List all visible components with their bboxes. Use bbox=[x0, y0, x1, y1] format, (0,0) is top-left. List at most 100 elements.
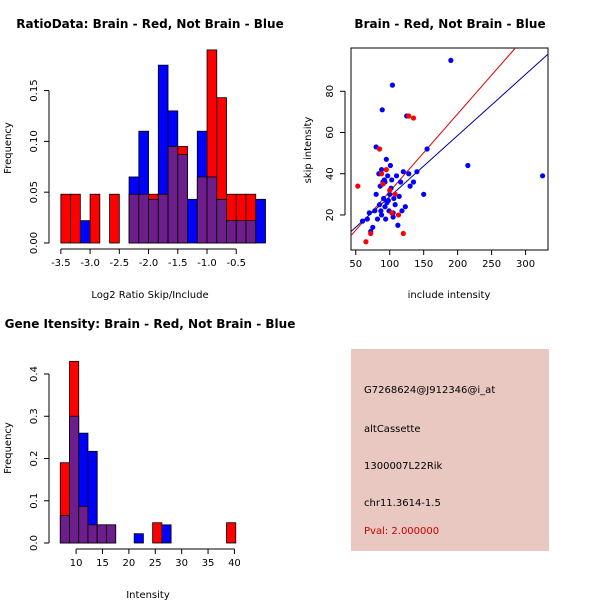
intensity-x-tick-label: 20 bbox=[123, 558, 136, 569]
not-brain-point bbox=[539, 173, 546, 179]
not-brain-point bbox=[414, 169, 420, 175]
not-brain-point bbox=[364, 216, 370, 222]
brain-bar bbox=[70, 193, 81, 244]
not-brain-point bbox=[378, 208, 384, 214]
overlap-bar bbox=[167, 146, 179, 244]
ratio-y-tick-label: 0.00 bbox=[29, 232, 40, 254]
intensity-chart-title: Gene Itensity: Brain - Red, Not Brain - … bbox=[5, 317, 296, 331]
not-brain-point bbox=[385, 173, 391, 179]
intensity-y-tick-label: 0.3 bbox=[29, 408, 40, 424]
ratio-x-tick-label: -0.5 bbox=[226, 258, 246, 269]
scatter-y-tick-label: 60 bbox=[325, 126, 336, 139]
not-brain-point bbox=[392, 202, 398, 208]
overlap-bar bbox=[87, 524, 98, 544]
overlap-bar bbox=[157, 193, 169, 244]
not-brain-point bbox=[393, 173, 400, 179]
not-brain-point bbox=[372, 208, 378, 214]
not-brain-point bbox=[402, 204, 408, 210]
brain-fit-line bbox=[350, 47, 516, 236]
overlap-bar bbox=[96, 524, 107, 544]
intensity-y-tick-label: 0.4 bbox=[29, 366, 40, 382]
not-brain-point bbox=[391, 195, 397, 202]
ratio-y-tick-label: 0.10 bbox=[29, 130, 40, 152]
overlap-bar bbox=[216, 198, 227, 244]
ratio-x-tick-label: -3.0 bbox=[80, 258, 100, 269]
scatter-y-tick-label: 40 bbox=[325, 167, 336, 180]
not-brain-point bbox=[407, 183, 413, 189]
scatter-y-tick-label: 20 bbox=[325, 209, 336, 222]
scatter-y-axis-label: skip intensity bbox=[303, 117, 314, 184]
not-brain-point bbox=[396, 193, 402, 200]
ratio-x-tick-label: -2.5 bbox=[110, 258, 130, 269]
not-brain-point bbox=[397, 179, 404, 185]
brain-point bbox=[410, 115, 417, 121]
not-brain-bar bbox=[79, 220, 91, 244]
not-brain-point bbox=[373, 191, 379, 197]
brain-bar bbox=[109, 193, 120, 244]
not-brain-point bbox=[376, 202, 383, 208]
intensity-x-tick-label: 10 bbox=[70, 558, 83, 569]
scatter-x-tick-label: 200 bbox=[448, 259, 467, 270]
brain-point bbox=[383, 167, 389, 173]
not-brain-point bbox=[421, 191, 427, 197]
ratio-histogram-panel: RatioData: Brain - Red, Not Brain - Blue… bbox=[3, 17, 284, 301]
intensity-histogram-panel: Gene Itensity: Brain - Red, Not Brain - … bbox=[3, 317, 295, 600]
ratio-x-tick-label: -1.0 bbox=[197, 258, 217, 269]
scatter-points bbox=[355, 57, 546, 245]
scatter-panel: Brain - Red, Not Brain - Blue include in… bbox=[303, 17, 549, 301]
intensity-x-tick-label: 30 bbox=[175, 558, 188, 569]
not-brain-point bbox=[374, 216, 381, 222]
overlap-bar bbox=[245, 220, 257, 244]
intensity-y-tick-label: 0.1 bbox=[29, 493, 40, 509]
not-brain-point bbox=[390, 214, 396, 220]
intensity-x-tick-label: 15 bbox=[96, 558, 109, 569]
not-brain-point bbox=[383, 216, 389, 222]
not-brain-bar bbox=[255, 198, 266, 244]
ratio-x-tick-label: -3.5 bbox=[51, 258, 71, 269]
overlap-bar bbox=[196, 176, 208, 244]
scatter-x-tick-label: 150 bbox=[414, 259, 433, 270]
not-brain-point bbox=[383, 156, 389, 162]
ratio-x-axis-label: Log2 Ratio Skip/Include bbox=[91, 290, 208, 301]
brain-point bbox=[380, 181, 386, 187]
ratio-chart-title: RatioData: Brain - Red, Not Brain - Blue bbox=[16, 17, 283, 31]
intensity-x-tick-label: 35 bbox=[202, 558, 215, 569]
brain-bar bbox=[89, 193, 101, 244]
overlap-bar bbox=[177, 154, 188, 244]
overlap-bar bbox=[206, 176, 218, 244]
not-brain-point bbox=[387, 191, 393, 197]
not-brain-point bbox=[400, 169, 406, 175]
not-brain-point bbox=[389, 82, 396, 88]
overlap-bar bbox=[226, 220, 237, 244]
scatter-x-axis-label: include intensity bbox=[408, 290, 491, 301]
intensity-y-tick-label: 0.2 bbox=[29, 451, 40, 467]
scatter-x-tick-label: 50 bbox=[349, 259, 362, 270]
ratio-x-tick-label: -2.0 bbox=[139, 258, 159, 269]
not-brain-point bbox=[359, 218, 366, 224]
brain-bar bbox=[226, 522, 237, 544]
scatter-axes: 50 100 150 200 250 300 20 40 60 80 bbox=[325, 85, 535, 270]
not-brain-point bbox=[465, 162, 471, 169]
intensity-bars bbox=[59, 360, 237, 544]
not-brain-point bbox=[385, 197, 391, 204]
not-brain-point bbox=[406, 171, 412, 177]
overlap-bar bbox=[69, 415, 80, 544]
not-brain-point bbox=[448, 57, 454, 63]
brain-point bbox=[368, 230, 374, 237]
brain-point bbox=[406, 113, 412, 119]
scatter-x-tick-label: 250 bbox=[482, 259, 501, 270]
intensity-x-tick-label: 40 bbox=[228, 558, 241, 569]
intensity-y-axis-label: Frequency bbox=[3, 422, 14, 474]
brain-point bbox=[400, 230, 406, 237]
brain-point bbox=[376, 146, 383, 152]
brain-bar bbox=[152, 522, 163, 544]
not-brain-point bbox=[370, 224, 376, 230]
not-brain-point bbox=[379, 107, 385, 113]
not-brain-fit-line bbox=[350, 53, 549, 232]
overlap-bar bbox=[106, 524, 117, 544]
not-brain-point bbox=[366, 210, 372, 216]
ratio-y-tick-label: 0.15 bbox=[29, 79, 40, 101]
intensity-axes: 10 15 20 25 30 35 40 0.0 0.1 0.2 0.3 0.4 bbox=[29, 366, 241, 569]
brain-point bbox=[389, 210, 395, 216]
